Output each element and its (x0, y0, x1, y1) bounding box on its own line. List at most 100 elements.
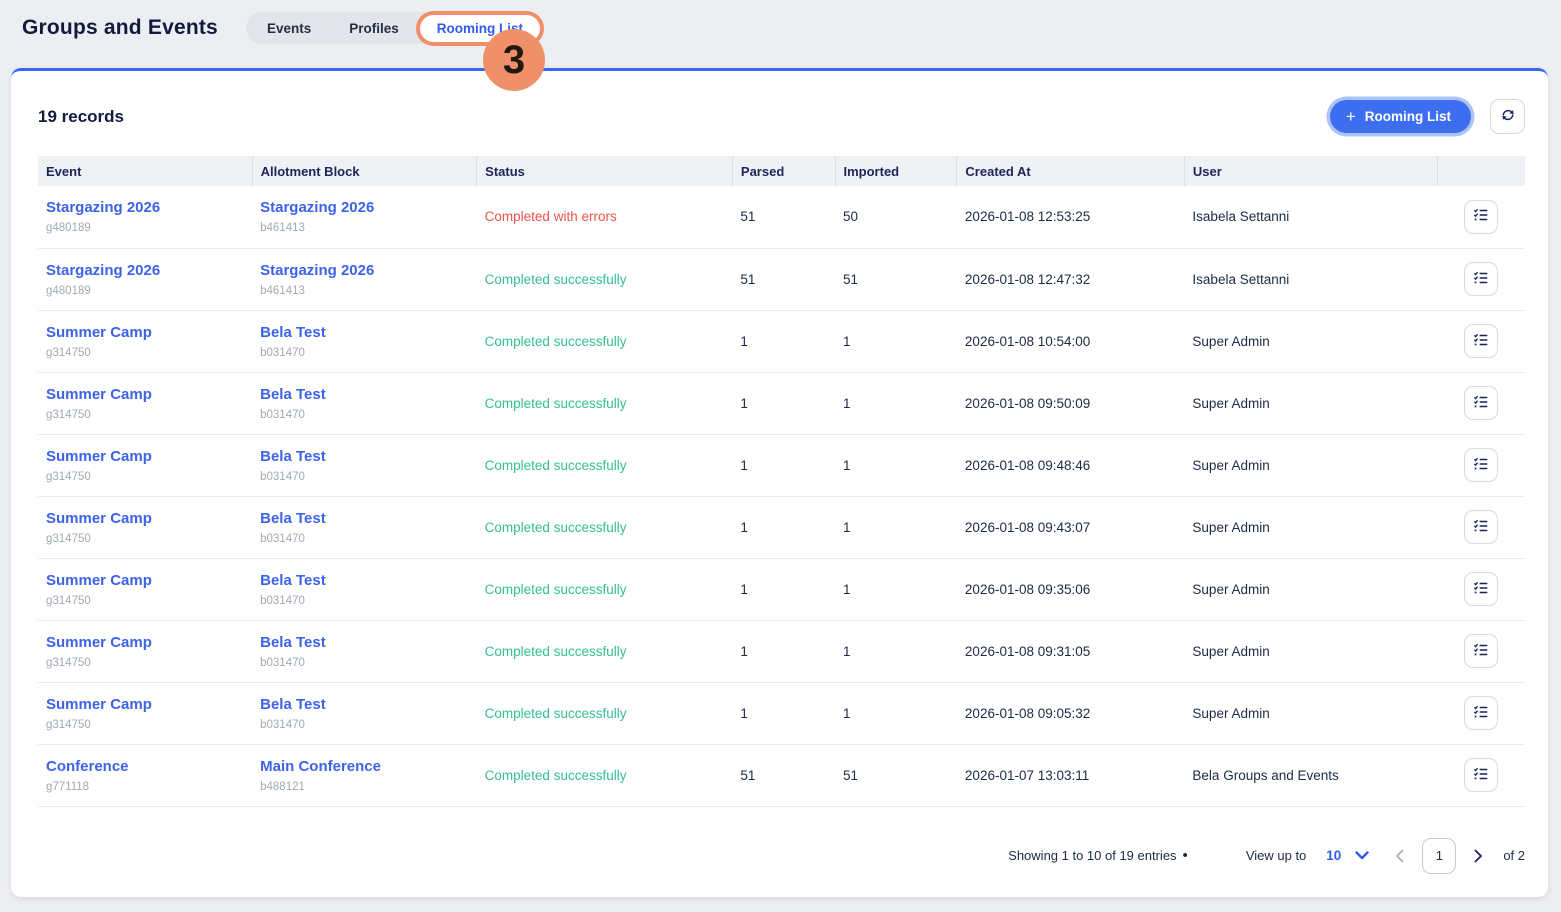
imported-count: 1 (835, 310, 957, 373)
parsed-count: 1 (732, 558, 835, 621)
annotation-step-badge: 3 (483, 29, 545, 91)
status-text: Completed successfully (484, 271, 627, 287)
created-at: 2026-01-08 09:50:09 (956, 372, 1185, 435)
add-rooming-list-label: Rooming List (1364, 109, 1451, 124)
status-text: Completed successfully (484, 581, 627, 597)
allotment-block-id: b031470 (260, 532, 305, 545)
row-checklist-button[interactable] (1464, 324, 1499, 358)
status-text: Completed with errors (484, 209, 617, 225)
event-id: g771118 (46, 780, 90, 793)
allotment-block-id: b461413 (260, 222, 305, 235)
allotment-block-link[interactable]: Stargazing 2026 (260, 261, 375, 279)
rooming-list-card: 19 records + Rooming List (11, 68, 1548, 897)
created-at: 2026-01-08 12:53:25 (956, 186, 1185, 249)
event-link[interactable]: Summer Camp (46, 385, 152, 403)
imported-count: 51 (835, 248, 957, 311)
parsed-count: 51 (732, 744, 835, 807)
checklist-icon (1472, 517, 1490, 538)
page-title: Groups and Events (22, 16, 218, 39)
event-id: g480189 (46, 284, 91, 297)
imported-count: 1 (835, 496, 957, 559)
event-link[interactable]: Stargazing 2026 (46, 199, 161, 217)
event-link[interactable]: Stargazing 2026 (46, 261, 161, 279)
table-row: Summer Camp g314750 Bela Test b031470 Co… (38, 620, 1525, 683)
row-checklist-button[interactable] (1464, 510, 1499, 544)
column-header-actions (1437, 156, 1525, 186)
column-header-created_at: Created At (956, 156, 1185, 186)
checklist-icon (1472, 206, 1490, 227)
row-checklist-button[interactable] (1464, 199, 1499, 234)
status-text: Completed successfully (484, 705, 627, 721)
column-header-imported: Imported (835, 156, 958, 186)
tab-profiles[interactable]: Profiles (330, 12, 418, 44)
allotment-block-link[interactable]: Stargazing 2026 (260, 199, 375, 217)
page-size-dropdown[interactable]: 10 (1326, 848, 1370, 863)
created-at: 2026-01-07 13:03:11 (956, 744, 1185, 807)
tab-group: Events Profiles Rooming List (245, 12, 545, 44)
event-link[interactable]: Summer Camp (46, 447, 152, 465)
imported-count: 1 (835, 434, 957, 497)
refresh-icon (1499, 106, 1517, 127)
row-checklist-button[interactable] (1464, 386, 1499, 420)
allotment-block-link[interactable]: Main Conference (260, 757, 381, 775)
user-name: Super Admin (1184, 496, 1438, 559)
table-row: Conference g771118 Main Conference b4881… (38, 744, 1525, 807)
row-checklist-button[interactable] (1464, 448, 1499, 482)
event-link[interactable]: Summer Camp (46, 509, 152, 527)
parsed-count: 1 (732, 682, 835, 745)
allotment-block-link[interactable]: Bela Test (260, 695, 326, 713)
user-name: Bela Groups and Events (1184, 744, 1438, 807)
user-name: Super Admin (1184, 620, 1438, 683)
tab-events[interactable]: Events (248, 12, 330, 44)
previous-page-button[interactable] (1395, 849, 1404, 863)
allotment-block-link[interactable]: Bela Test (260, 509, 326, 527)
event-id: g314750 (46, 718, 91, 731)
table-row: Stargazing 2026 g480189 Stargazing 2026 … (38, 248, 1525, 311)
table-header: Event Allotment Block Status Parsed Imported… (38, 156, 1525, 186)
status-text: Completed successfully (484, 457, 627, 473)
event-link[interactable]: Summer Camp (46, 633, 152, 651)
column-header-parsed: Parsed (732, 156, 836, 186)
allotment-block-id: b488121 (260, 780, 305, 793)
refresh-button[interactable] (1490, 99, 1525, 134)
user-name: Super Admin (1184, 434, 1438, 497)
allotment-block-link[interactable]: Bela Test (260, 447, 326, 465)
event-link[interactable]: Summer Camp (46, 571, 152, 589)
allotment-block-link[interactable]: Bela Test (260, 633, 326, 651)
table-row: Summer Camp g314750 Bela Test b031470 Co… (38, 682, 1525, 745)
checklist-icon (1472, 703, 1490, 724)
current-page-input[interactable]: 1 (1422, 837, 1457, 874)
table-header-row: Event Allotment Block Status Parsed Imported… (38, 156, 1525, 186)
created-at: 2026-01-08 09:31:05 (956, 620, 1185, 683)
row-checklist-button[interactable] (1464, 262, 1499, 296)
imported-count: 1 (835, 620, 957, 683)
row-checklist-button[interactable] (1464, 572, 1499, 606)
table-row: Summer Camp g314750 Bela Test b031470 Co… (38, 372, 1525, 435)
row-checklist-button[interactable] (1464, 696, 1499, 730)
records-count: 19 records (38, 106, 124, 126)
chevron-down-icon (1355, 848, 1370, 863)
event-link[interactable]: Summer Camp (46, 695, 152, 713)
allotment-block-id: b031470 (260, 346, 305, 359)
event-link[interactable]: Summer Camp (46, 323, 152, 341)
allotment-block-id: b031470 (260, 718, 305, 731)
column-header-status: Status (476, 156, 733, 186)
allotment-block-link[interactable]: Bela Test (260, 323, 326, 341)
total-pages-label: of 2 (1503, 848, 1525, 863)
parsed-count: 1 (732, 310, 835, 373)
allotment-block-link[interactable]: Bela Test (260, 385, 326, 403)
created-at: 2026-01-08 09:48:46 (956, 434, 1185, 497)
allotment-block-link[interactable]: Bela Test (260, 571, 326, 589)
column-header-block: Allotment Block (252, 156, 478, 186)
event-link[interactable]: Conference (46, 757, 129, 775)
row-checklist-button[interactable] (1464, 758, 1499, 792)
row-checklist-button[interactable] (1464, 634, 1499, 668)
created-at: 2026-01-08 10:54:00 (956, 310, 1185, 373)
next-page-button[interactable] (1474, 849, 1483, 863)
event-id: g314750 (46, 346, 91, 359)
add-rooming-list-button[interactable]: + Rooming List (1329, 100, 1471, 133)
allotment-block-id: b031470 (260, 470, 305, 483)
event-id: g314750 (46, 594, 91, 607)
checklist-icon (1472, 579, 1490, 600)
checklist-icon (1472, 331, 1490, 352)
